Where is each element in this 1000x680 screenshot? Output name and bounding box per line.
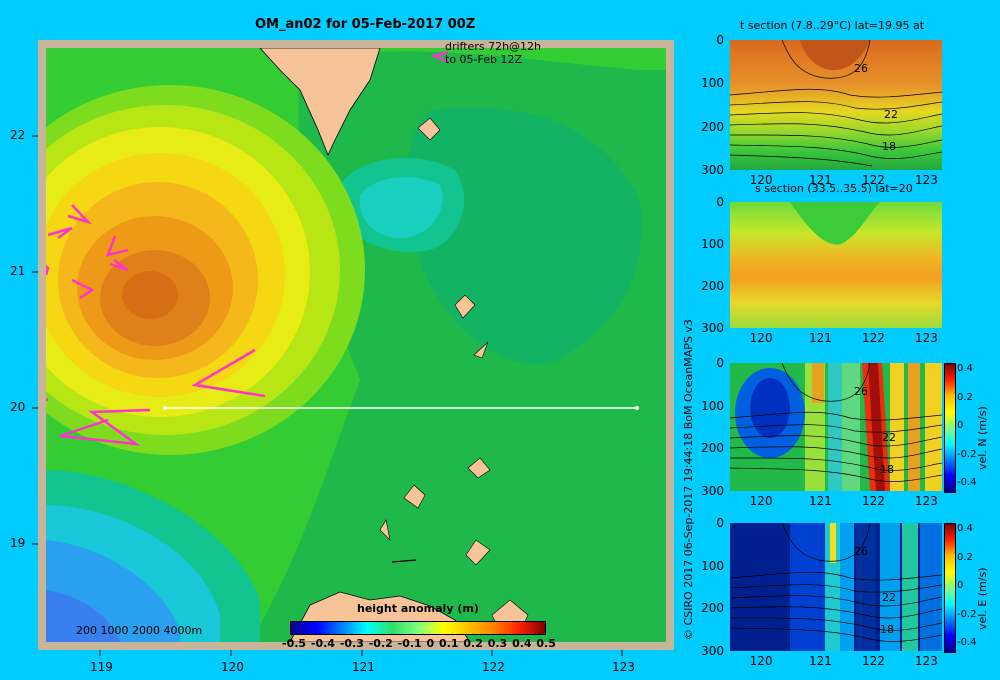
panel4-ytick: 0 [716, 516, 724, 530]
credit-text: © CSIRO 2017 06-Sep-2017 19:44:18 BoM Oc… [682, 319, 695, 640]
panel1-ytick: 200 [701, 119, 724, 134]
land-islet [467, 457, 491, 479]
land-islet [454, 294, 476, 319]
lon-tick-122: 122 [482, 660, 505, 674]
panel4-xtick: 121 [809, 654, 832, 668]
panel4-cbtick: 0.4 [957, 523, 973, 534]
panel2-xtick: 123 [915, 331, 938, 345]
panel1-xtick: 120 [749, 173, 773, 187]
panel3-xtick: 121 [809, 494, 832, 508]
panel1-contour-18: 18 [882, 140, 896, 153]
drifter-note-line1: drifters 72h@12h [445, 40, 542, 53]
panel3-cbtick: 0.4 [957, 363, 973, 374]
panel1-contour-26: 26 [854, 62, 868, 75]
land-islet [403, 484, 426, 509]
panel4-contour-26: 26 [854, 545, 868, 558]
panel3-plot: 26 22 18 [730, 363, 942, 491]
lat-tick-21: 21 [10, 264, 26, 278]
lon-tick-123: 123 [612, 660, 635, 674]
land-taiwan [259, 48, 381, 157]
land-islet [417, 117, 441, 141]
panel4-contour-22: 22 [882, 591, 896, 604]
panel4-xtick: 123 [915, 654, 938, 668]
lat-tick-22: 22 [10, 128, 26, 142]
colorbar-title: height anomaly (m) [357, 602, 479, 615]
panel4-ytick: 100 [701, 558, 724, 573]
panel2-title: s section (33.5..35.5) lat=20 [755, 182, 913, 195]
panel1-contour-22: 22 [884, 108, 898, 121]
land-islet [465, 539, 491, 566]
panel3-ytick: 100 [701, 398, 724, 413]
panel3-xtick: 120 [749, 494, 773, 508]
panel4-contour-18: 18 [880, 623, 894, 636]
panel1-plot: 26 22 18 [730, 40, 942, 170]
panel3-cbtick: 0.2 [957, 391, 973, 403]
panel3-contour-22: 22 [882, 431, 896, 444]
panel4-plot: 26 22 18 [730, 523, 942, 651]
panel4-xtick: 122 [862, 654, 885, 668]
panel2-xtick: 122 [862, 331, 885, 345]
map-plot [32, 40, 674, 656]
land-islet [473, 341, 489, 359]
panel3-xtick: 123 [915, 494, 938, 508]
land-islet [379, 519, 391, 541]
panel2-plot [730, 202, 942, 328]
panel3-xtick: 122 [862, 494, 885, 508]
panel2-ytick: 100 [701, 237, 724, 251]
panel1-ytick: 100 [701, 76, 724, 91]
panel2-ytick: 200 [701, 279, 724, 293]
panel2-ytick: 300 [701, 321, 724, 335]
lon-tick-121: 121 [352, 660, 375, 674]
panel3-ytick: 300 [701, 484, 724, 498]
velE-colorbar [944, 523, 956, 653]
panel3-ytick: 200 [701, 441, 724, 456]
panel1-ytick: 0 [716, 33, 724, 47]
panel4-ytick: 300 [701, 644, 724, 658]
drifter-note-line2: to 05-Feb 12Z [445, 53, 523, 66]
velN-colorbar-label: vel. N (m/s) [976, 406, 989, 470]
map-title: OM_an02 for 05-Feb-2017 00Z [255, 17, 476, 32]
panel1-xtick: 123 [915, 173, 938, 187]
panel3-cbtick: -0.2 [957, 448, 977, 460]
panel4-cbtick: -0.2 [957, 608, 977, 620]
lat-tick-19: 19 [10, 536, 26, 550]
drifter-tracks [46, 50, 449, 446]
panel1-title: t section (7.8..29°C) lat=19.95 at [740, 19, 925, 32]
panel2-xtick: 121 [809, 331, 832, 345]
panel4-xtick: 120 [749, 654, 773, 668]
panel1-xtick: 121 [809, 173, 832, 187]
lon-tick-119: 119 [90, 660, 113, 674]
velN-colorbar [944, 363, 956, 493]
height-colorbar [290, 621, 546, 635]
panel4-cbtick: 0 [957, 580, 964, 591]
panel3-contour-26: 26 [854, 385, 868, 398]
lon-tick-120: 120 [221, 660, 244, 674]
lat-tick-20: 20 [10, 400, 26, 414]
panel3-cbtick: 0 [957, 420, 964, 431]
panel1-ytick: 300 [701, 163, 724, 177]
panel3-ytick: 0 [716, 356, 724, 370]
panel2-ytick: 0 [716, 195, 724, 209]
colorbar-ticks: -0.5 -0.4 -0.3 -0.2 -0.1 0 0.1 0.2 0.3 0.4 0.5 [282, 637, 556, 650]
panel4-ytick: 200 [701, 601, 724, 616]
panel2-xtick: 120 [749, 331, 773, 345]
panel3-cbtick: -0.4 [957, 477, 977, 488]
panel4-cbtick: -0.4 [957, 637, 977, 648]
depth-legend: 200 1000 2000 4000m [76, 624, 203, 637]
panel1-xtick: 122 [862, 173, 885, 187]
land-islet [391, 559, 417, 563]
panel3-contour-18: 18 [880, 463, 894, 476]
velE-colorbar-label: vel. E (m/s) [976, 567, 989, 630]
panel4-cbtick: 0.2 [957, 551, 973, 563]
